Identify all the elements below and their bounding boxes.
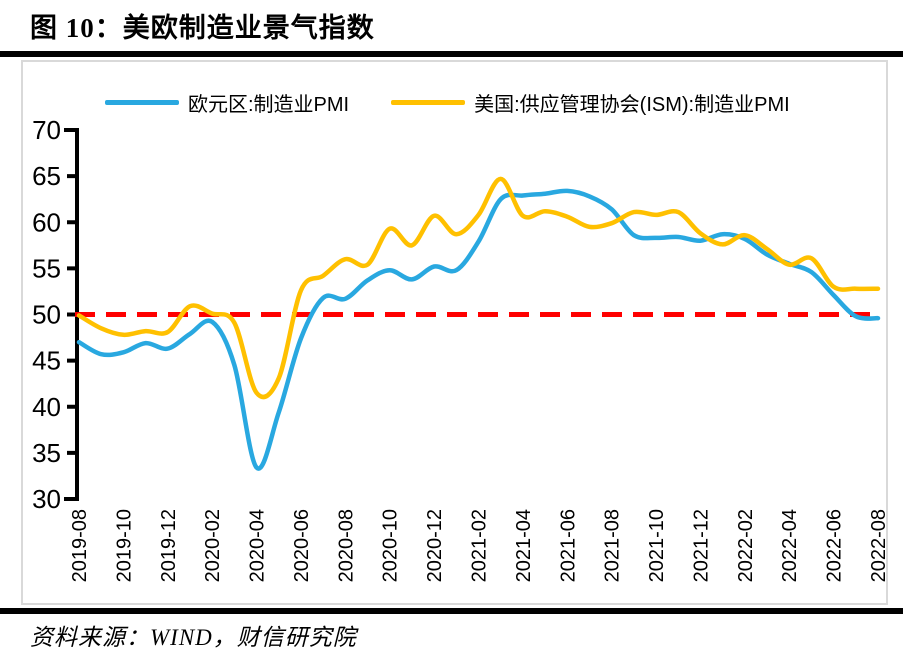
x-tick-label: 2021-06 bbox=[557, 509, 579, 582]
y-tick-label: 40 bbox=[32, 392, 61, 422]
series-line-us-ism-pmi bbox=[76, 176, 881, 400]
legend-item-eurozone-pmi: 欧元区:制造业PMI bbox=[105, 88, 349, 117]
x-tick-label: 2019-12 bbox=[158, 509, 180, 582]
x-tick-label: 2020-06 bbox=[291, 509, 313, 582]
x-tick-label: 2020-08 bbox=[335, 509, 357, 582]
x-tick-label: 2021-02 bbox=[469, 509, 491, 582]
y-tick-label: 55 bbox=[32, 253, 61, 283]
series-line-eurozone-pmi bbox=[76, 188, 881, 471]
legend-item-us-ism-pmi: 美国:供应管理协会(ISM):制造业PMI bbox=[391, 88, 790, 117]
x-tick-label: 2020-04 bbox=[247, 509, 269, 582]
x-tick-label: 2020-10 bbox=[380, 509, 402, 582]
x-tick-label: 2021-08 bbox=[602, 509, 624, 582]
title-underline bbox=[0, 51, 903, 57]
y-axis-tick bbox=[67, 266, 77, 271]
y-tick-label: 35 bbox=[32, 438, 61, 468]
x-tick-label: 2019-08 bbox=[69, 509, 91, 582]
y-axis-tick bbox=[67, 220, 77, 225]
y-tick-label: 30 bbox=[32, 484, 61, 514]
y-axis-tick bbox=[64, 128, 77, 132]
x-tick-label: 2021-10 bbox=[646, 509, 668, 582]
x-tick-label: 2019-10 bbox=[113, 509, 135, 582]
pmi-line-chart: 30 35 40 45 50 55 60 65 70 2019-08 2019-10 2019-12 2… bbox=[32, 115, 886, 582]
y-axis-tick bbox=[67, 174, 77, 179]
y-axis-tick bbox=[67, 404, 77, 409]
us-ism-series-swatch bbox=[391, 100, 466, 105]
us-ism-series-label: 美国:供应管理协会(ISM):制造业PMI bbox=[474, 94, 790, 116]
eurozone-series-swatch bbox=[105, 100, 179, 105]
y-tick-label: 65 bbox=[32, 161, 61, 191]
x-tick-label: 2022-06 bbox=[824, 509, 846, 582]
y-axis-tick bbox=[67, 450, 77, 455]
chart-legend: 欧元区:制造业PMI 美国:供应管理协会(ISM):制造业PMI bbox=[105, 88, 790, 117]
footer-rule bbox=[0, 608, 903, 614]
x-tick-label: 2022-02 bbox=[735, 509, 757, 582]
x-tick-label: 2020-12 bbox=[424, 509, 446, 582]
x-tick-label: 2022-08 bbox=[868, 509, 886, 582]
figure-title: 图 10：美欧制造业景气指数 bbox=[30, 13, 375, 43]
x-tick-label: 2021-12 bbox=[690, 509, 712, 582]
y-axis-tick bbox=[67, 358, 77, 363]
eurozone-series-label: 欧元区:制造业PMI bbox=[188, 94, 350, 116]
y-tick-label: 70 bbox=[32, 115, 61, 145]
x-tick-label: 2022-04 bbox=[779, 509, 801, 582]
data-source: 资料来源：WIND，财信研究院 bbox=[30, 625, 357, 650]
chart-panel: 30 35 40 45 50 55 60 65 70 2019-08 2019-10 2019-12 2… bbox=[21, 60, 888, 605]
y-tick-label: 50 bbox=[32, 300, 61, 330]
y-axis-tick bbox=[67, 312, 77, 317]
y-tick-label: 45 bbox=[32, 346, 61, 376]
y-axis-tick bbox=[64, 497, 77, 501]
x-tick-label: 2020-02 bbox=[202, 509, 224, 582]
y-tick-label: 60 bbox=[32, 207, 61, 237]
x-tick-label: 2021-04 bbox=[513, 509, 535, 582]
